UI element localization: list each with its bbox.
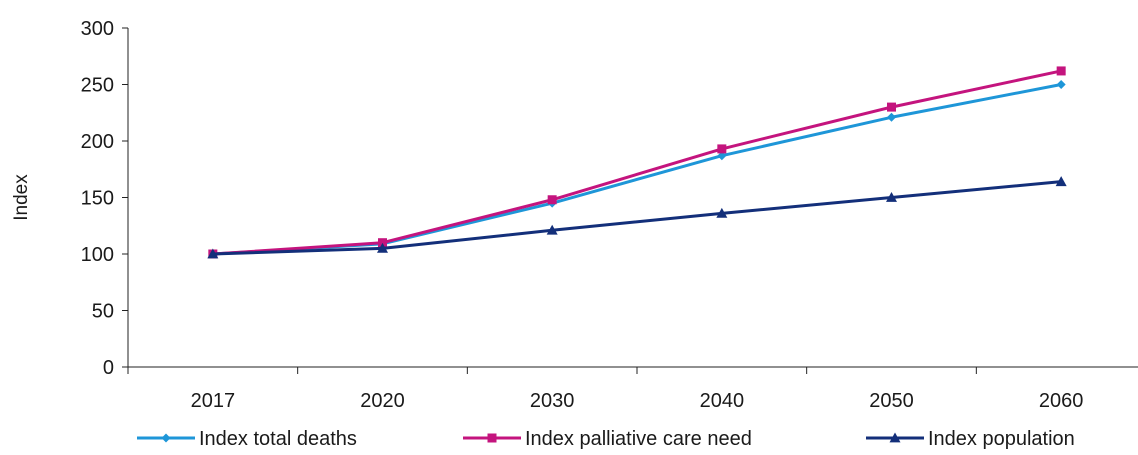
y-axis-label: Index [11, 174, 32, 221]
series-1 [208, 80, 1066, 259]
legend: Index total deaths Index palliative care … [137, 428, 1075, 450]
legend-marker [161, 433, 171, 443]
x-tick-label: 2030 [530, 390, 575, 412]
legend-label: Index palliative care need [525, 428, 752, 450]
series-group [207, 66, 1067, 259]
x-tick-label: 2060 [1039, 390, 1084, 412]
data-point [886, 192, 897, 202]
y-tick-labels: 0 50 100 150 200 250 300 [81, 18, 114, 379]
y-tick-label: 300 [81, 18, 114, 40]
data-point [887, 112, 896, 122]
series-line [212, 69, 1062, 256]
x-tick-label: 2020 [360, 390, 405, 412]
series-line [212, 180, 1062, 256]
data-point [887, 102, 896, 112]
x-tick-label: 2040 [700, 390, 745, 412]
data-point [717, 144, 727, 154]
y-tick-label: 150 [81, 188, 114, 210]
legend-item: Index palliative care need [463, 428, 752, 450]
y-tick-label: 0 [103, 357, 114, 379]
legend-label: Index population [928, 428, 1075, 450]
legend-marker [487, 433, 497, 443]
data-point [1055, 176, 1067, 187]
data-point [1056, 66, 1066, 76]
series-3 [207, 176, 1067, 259]
data-point [1056, 80, 1066, 89]
y-tick-label: 50 [92, 301, 114, 323]
legend-item: Index total deaths [137, 428, 357, 450]
series-2 [208, 66, 1066, 259]
x-tick-label: 2017 [191, 390, 236, 412]
x-tick-labels: 2017 2020 2030 2040 2050 2060 [191, 390, 1084, 412]
data-point [377, 242, 388, 253]
data-point [717, 151, 727, 161]
axes [122, 27, 1138, 374]
data-point [546, 224, 558, 235]
legend-item: Index population [866, 428, 1075, 450]
legend-marker [889, 432, 901, 443]
data-point [378, 238, 387, 248]
y-tick-label: 200 [81, 131, 114, 153]
data-point [547, 195, 557, 205]
legend-label: Index total deaths [199, 428, 357, 450]
data-point [716, 207, 728, 218]
x-tick-label: 2050 [869, 390, 914, 412]
y-tick-label: 100 [81, 244, 114, 266]
series-line [212, 83, 1062, 256]
y-tick-label: 250 [81, 75, 114, 97]
data-point [207, 248, 219, 259]
